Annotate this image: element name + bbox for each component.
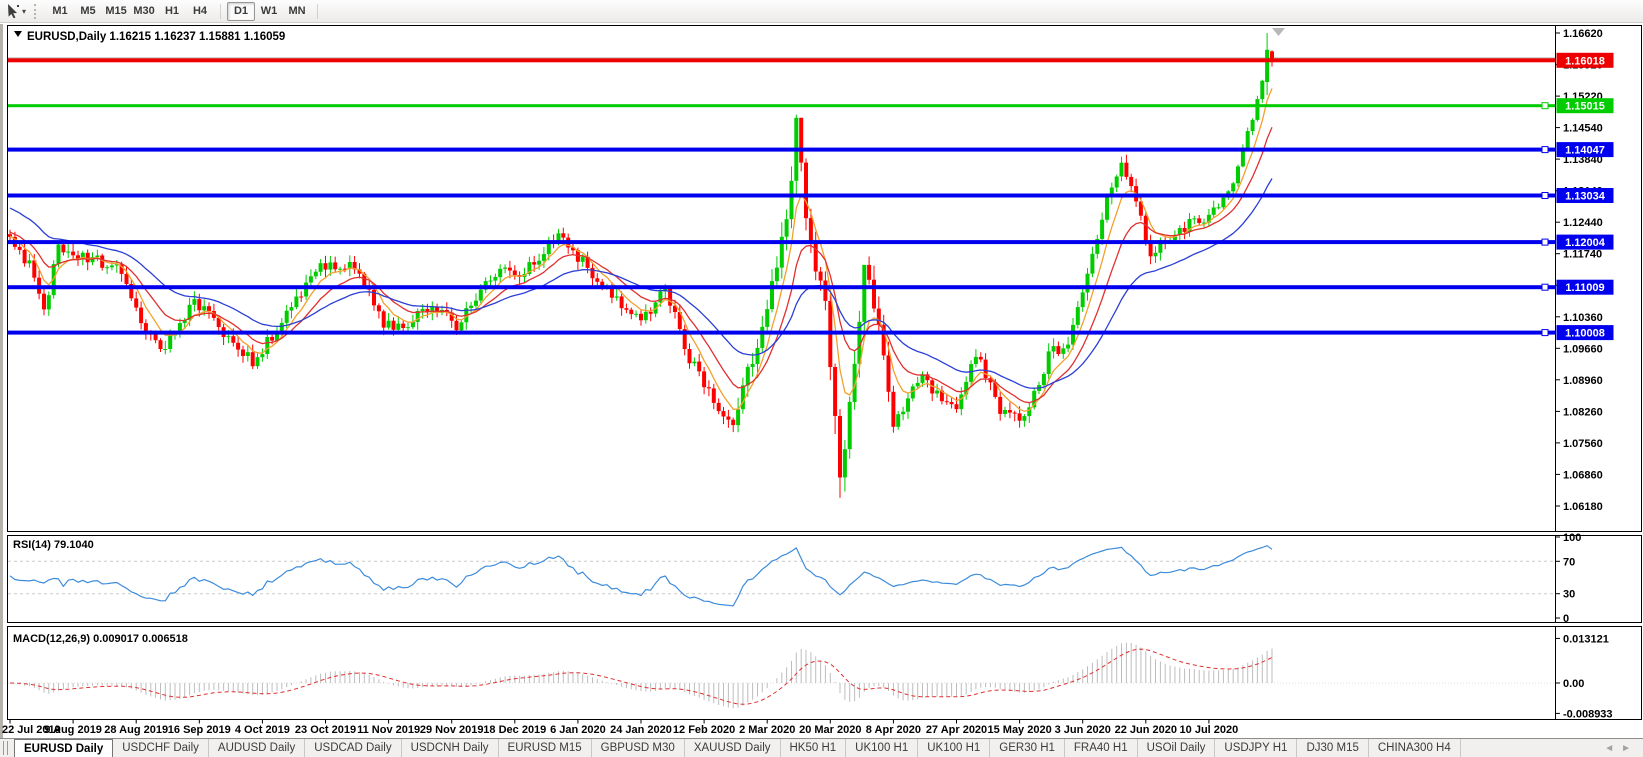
tab-usdjpy-h1[interactable]: USDJPY H1 <box>1215 739 1298 757</box>
timeframe-button-m1[interactable]: M1 <box>52 5 68 17</box>
svg-text:100: 100 <box>1563 532 1581 544</box>
chart-generated-layer: 1.166201.159201.152201.145401.138401.131… <box>0 24 1642 738</box>
svg-text:4 Oct 2019: 4 Oct 2019 <box>235 724 290 736</box>
svg-text:9 Aug 2019: 9 Aug 2019 <box>44 724 102 736</box>
tabbar-grip[interactable] <box>3 741 8 755</box>
tab-gbpusd-m30[interactable]: GBPUSD M30 <box>592 739 685 757</box>
svg-text:1.16620: 1.16620 <box>1563 28 1603 40</box>
svg-text:10 Jul 2020: 10 Jul 2020 <box>1180 724 1239 736</box>
tab-scroll-left-icon[interactable]: ◄ <box>1604 742 1615 754</box>
tab-fra40-h1[interactable]: FRA40 H1 <box>1065 739 1138 757</box>
rsi-label: RSI(14) 79.1040 <box>13 539 94 551</box>
svg-text:1.11009: 1.11009 <box>1565 282 1604 294</box>
tab-usdcad-daily[interactable]: USDCAD Daily <box>305 739 402 757</box>
svg-text:22 Jul 2019: 22 Jul 2019 <box>2 724 61 736</box>
tab-uk100-h1[interactable]: UK100 H1 <box>846 739 919 757</box>
svg-text:1.10008: 1.10008 <box>1565 328 1605 340</box>
svg-text:29 Nov 2019: 29 Nov 2019 <box>420 724 484 736</box>
svg-text:1.14540: 1.14540 <box>1563 123 1603 135</box>
svg-text:70: 70 <box>1563 556 1575 568</box>
cursor-tool-icon[interactable] <box>5 3 21 19</box>
timeframe-button-h4[interactable]: H4 <box>192 5 208 17</box>
tab-uk100-h1[interactable]: UK100 H1 <box>918 739 991 757</box>
tab-china300-h4[interactable]: CHINA300 H4 <box>1369 739 1461 757</box>
svg-text:30: 30 <box>1563 589 1575 601</box>
svg-text:8 Apr 2020: 8 Apr 2020 <box>866 724 921 736</box>
timeframe-toolbar: ▾ M1 M5 M15 M30 H1 H4 D1 W1 MN <box>0 0 1643 23</box>
svg-text:27 Apr 2020: 27 Apr 2020 <box>926 724 987 736</box>
tab-usdchf-daily[interactable]: USDCHF Daily <box>113 739 209 757</box>
svg-text:1.16018: 1.16018 <box>1565 55 1605 67</box>
chart-menu-caret-icon[interactable] <box>14 31 22 37</box>
svg-text:1.12004: 1.12004 <box>1565 237 1606 249</box>
svg-text:1.13034: 1.13034 <box>1565 191 1606 203</box>
svg-text:1.09660: 1.09660 <box>1563 343 1603 355</box>
svg-text:23 Oct 2019: 23 Oct 2019 <box>295 724 356 736</box>
svg-text:1.07560: 1.07560 <box>1563 438 1603 450</box>
dropdown-caret-icon[interactable]: ▾ <box>22 6 27 16</box>
tab-dj30-m15[interactable]: DJ30 M15 <box>1297 739 1369 757</box>
svg-text:22 Jun 2020: 22 Jun 2020 <box>1115 724 1177 736</box>
svg-text:1.08260: 1.08260 <box>1563 406 1603 418</box>
svg-text:18 Dec 2019: 18 Dec 2019 <box>483 724 546 736</box>
svg-text:12 Feb 2020: 12 Feb 2020 <box>673 724 735 736</box>
toolbar-separator <box>220 3 222 19</box>
chart-title: EURUSD,Daily 1.16215 1.16237 1.15881 1.1… <box>27 31 285 43</box>
timeframe-button-m5[interactable]: M5 <box>80 5 96 17</box>
svg-text:11 Nov 2019: 11 Nov 2019 <box>357 724 420 736</box>
svg-text:1.08960: 1.08960 <box>1563 375 1603 387</box>
svg-text:2 Mar 2020: 2 Mar 2020 <box>739 724 795 736</box>
toolbar-grip[interactable] <box>34 3 38 19</box>
svg-text:16 Sep 2019: 16 Sep 2019 <box>168 724 231 736</box>
tab-usoil-daily[interactable]: USOil Daily <box>1138 739 1216 757</box>
timeframe-button-m15[interactable]: M15 <box>105 5 127 17</box>
svg-text:3 Jun 2020: 3 Jun 2020 <box>1055 724 1111 736</box>
svg-text:1.11740: 1.11740 <box>1563 249 1602 261</box>
timeframe-button-w1[interactable]: W1 <box>260 5 278 17</box>
svg-text:15 May 2020: 15 May 2020 <box>987 724 1051 736</box>
tab-usdcnh-daily[interactable]: USDCNH Daily <box>402 739 499 757</box>
svg-text:1.12440: 1.12440 <box>1563 217 1603 229</box>
svg-text:-0.008933: -0.008933 <box>1563 708 1613 720</box>
svg-text:1.14047: 1.14047 <box>1565 145 1605 157</box>
timeframe-button-d1[interactable]: D1 <box>227 1 256 21</box>
svg-text:28 Aug 2019: 28 Aug 2019 <box>104 724 168 736</box>
svg-text:0: 0 <box>1563 613 1569 625</box>
svg-text:20 Mar 2020: 20 Mar 2020 <box>799 724 861 736</box>
tab-xauusd-daily[interactable]: XAUUSD Daily <box>685 739 781 757</box>
svg-text:0.013121: 0.013121 <box>1563 633 1609 645</box>
svg-text:1.10360: 1.10360 <box>1563 312 1603 324</box>
tab-scroll-right-icon[interactable]: ► <box>1621 742 1631 754</box>
timeframe-button-h1[interactable]: H1 <box>164 5 180 17</box>
svg-text:1.15015: 1.15015 <box>1565 101 1605 113</box>
timeframe-button-m30[interactable]: M30 <box>133 5 155 17</box>
svg-text:0.00: 0.00 <box>1563 678 1584 690</box>
svg-text:6 Jan 2020: 6 Jan 2020 <box>550 724 606 736</box>
svg-text:1.06860: 1.06860 <box>1563 469 1603 481</box>
svg-text:24 Jan 2020: 24 Jan 2020 <box>610 724 672 736</box>
tab-eurusd-daily[interactable]: EURUSD Daily <box>14 739 114 757</box>
tab-audusd-daily[interactable]: AUDUSD Daily <box>209 739 306 757</box>
toolbar-separator <box>317 3 319 19</box>
tab-ger30-h1[interactable]: GER30 H1 <box>990 739 1065 757</box>
macd-label: MACD(12,26,9) 0.009017 0.006518 <box>13 633 188 645</box>
timeframe-button-mn[interactable]: MN <box>288 5 306 17</box>
svg-text:1.06180: 1.06180 <box>1563 501 1603 513</box>
tab-eurusd-m15[interactable]: EURUSD M15 <box>499 739 592 757</box>
chart-tab-bar: EURUSD Daily USDCHF Daily AUDUSD Daily USDC… <box>0 738 1643 757</box>
tab-hk50-h1[interactable]: HK50 H1 <box>781 739 847 757</box>
